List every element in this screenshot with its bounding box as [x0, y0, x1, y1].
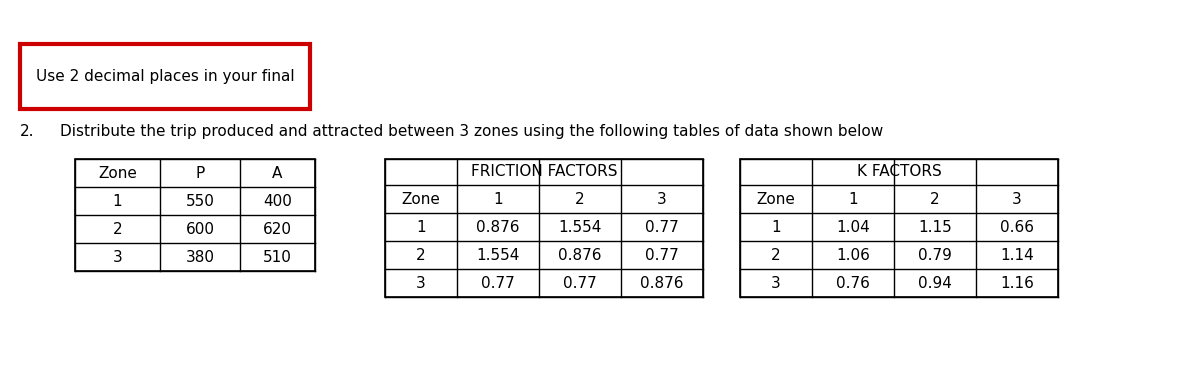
- Text: 3: 3: [772, 276, 781, 290]
- Text: 400: 400: [263, 193, 292, 208]
- Text: 1.15: 1.15: [918, 220, 952, 235]
- Text: 0.77: 0.77: [646, 248, 679, 262]
- Text: Zone: Zone: [756, 192, 796, 207]
- Text: Zone: Zone: [98, 166, 137, 180]
- Text: 0.876: 0.876: [558, 248, 601, 262]
- Text: 2: 2: [416, 248, 426, 262]
- Text: Distribute the trip produced and attracted between 3 zones using the following t: Distribute the trip produced and attract…: [60, 124, 883, 139]
- Text: K FACTORS: K FACTORS: [857, 165, 941, 179]
- Text: 0.876: 0.876: [476, 220, 520, 235]
- Text: 3: 3: [416, 276, 426, 290]
- Text: 1.554: 1.554: [558, 220, 601, 235]
- Text: 620: 620: [263, 221, 292, 237]
- Text: 2.: 2.: [20, 124, 35, 139]
- Text: 1: 1: [772, 220, 781, 235]
- Text: FRICTION FACTORS: FRICTION FACTORS: [470, 165, 617, 179]
- Text: 380: 380: [186, 249, 215, 265]
- Text: 3: 3: [113, 249, 122, 265]
- Text: 1.16: 1.16: [1000, 276, 1034, 290]
- Text: 3: 3: [1012, 192, 1022, 207]
- Text: 0.77: 0.77: [646, 220, 679, 235]
- Text: Use 2 decimal places in your final: Use 2 decimal places in your final: [36, 69, 294, 84]
- Text: 0.79: 0.79: [918, 248, 952, 262]
- Text: 510: 510: [263, 249, 292, 265]
- Text: 1.04: 1.04: [836, 220, 870, 235]
- Text: 0.77: 0.77: [563, 276, 596, 290]
- Text: 2: 2: [113, 221, 122, 237]
- Text: 1.554: 1.554: [476, 248, 520, 262]
- Text: 0.76: 0.76: [836, 276, 870, 290]
- Bar: [74, 159, 314, 271]
- Text: 1: 1: [848, 192, 858, 207]
- Text: Zone: Zone: [402, 192, 440, 207]
- Text: 0.77: 0.77: [481, 276, 515, 290]
- Text: 0.94: 0.94: [918, 276, 952, 290]
- Text: 1.14: 1.14: [1000, 248, 1034, 262]
- Text: 1: 1: [416, 220, 426, 235]
- Bar: [385, 159, 703, 297]
- Text: 3: 3: [658, 192, 667, 207]
- Text: 0.876: 0.876: [641, 276, 684, 290]
- Text: 2: 2: [772, 248, 781, 262]
- Text: 1.06: 1.06: [836, 248, 870, 262]
- Text: 2: 2: [930, 192, 940, 207]
- Text: A: A: [272, 166, 283, 180]
- Text: 550: 550: [186, 193, 215, 208]
- Bar: [20, 44, 310, 109]
- Bar: [740, 159, 1058, 297]
- Text: P: P: [196, 166, 205, 180]
- Text: 2: 2: [575, 192, 584, 207]
- Text: 1: 1: [493, 192, 503, 207]
- Text: 1: 1: [113, 193, 122, 208]
- Text: 0.66: 0.66: [1000, 220, 1034, 235]
- Text: 600: 600: [186, 221, 215, 237]
